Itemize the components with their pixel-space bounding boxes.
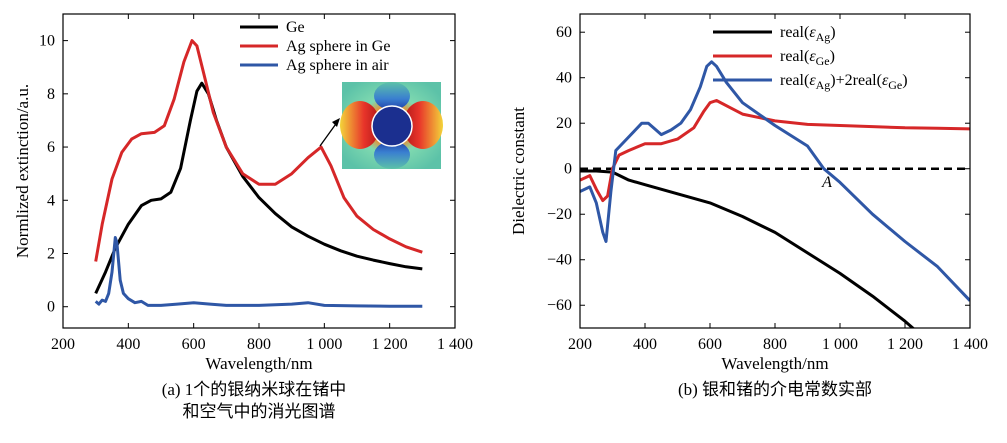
x-axis-label: Wavelength/nm — [205, 354, 312, 373]
legend-label: Ag sphere in air — [286, 57, 389, 74]
annotation-arrowhead — [332, 118, 340, 127]
legend-label-part: ) — [902, 72, 907, 89]
x-tick-label: 1 000 — [822, 336, 858, 353]
legend-label-part: real( — [780, 72, 809, 89]
inset-lobe-top — [374, 82, 410, 110]
caption-line: (b) 银和锗的介电常数实部 — [678, 380, 872, 399]
panel-a: 200 400 600 800 1 000 1 200 1 400 0 2 4 6 8 10 Wavele… — [13, 13, 473, 421]
x-tick-label: 600 — [182, 336, 206, 353]
legend: real(εAg)real(εGe)real(εAg)+2real(εGe) — [713, 24, 908, 92]
legend-label-part: Ag — [816, 30, 831, 44]
inset-lobe-bottom — [374, 141, 410, 169]
legend-label-part: Ag — [816, 78, 831, 92]
legend-label-part: ε — [882, 72, 889, 89]
inset-lobe-right — [403, 101, 443, 149]
x-tick-label: 800 — [247, 336, 271, 353]
plot-frame — [579, 13, 971, 329]
legend: Ge Ag sphere in Ge Ag sphere in air — [240, 19, 390, 74]
y-tick-label: −60 — [547, 297, 572, 314]
legend-label: real(εAg) — [780, 24, 836, 44]
x-tick-label: 1 200 — [887, 336, 923, 353]
y-tick-label: −20 — [547, 206, 572, 223]
legend-label-part: ) — [830, 24, 835, 41]
y-tick-label: 4 — [47, 192, 55, 209]
point-annotation: A — [821, 174, 832, 191]
y-tick-label: −40 — [547, 252, 572, 269]
legend-label-part: real( — [780, 24, 809, 41]
y-tick-label: 60 — [556, 24, 572, 41]
legend-label-part: )+2real( — [830, 72, 882, 89]
x-tick-label: 400 — [633, 336, 657, 353]
legend-label-part: real( — [780, 48, 809, 65]
inset-field-map — [340, 82, 443, 169]
series-group — [580, 60, 970, 328]
x-tick-label: 400 — [116, 336, 140, 353]
y-tick-label: 0 — [47, 299, 55, 316]
legend-label-part: ε — [809, 48, 816, 65]
y-axis-label: Dielectric constant — [509, 107, 528, 235]
x-tick-label: 1 200 — [372, 336, 408, 353]
legend-label: Ag sphere in Ge — [286, 38, 390, 55]
legend-label-part: Ge — [816, 54, 830, 68]
caption-line: (a) 1个的银纳米球在锗中 — [162, 380, 347, 399]
legend-label-part: Ge — [888, 78, 902, 92]
legend-label-part: ) — [830, 48, 835, 65]
legend-label-part: ε — [809, 24, 816, 41]
series-line-2 — [580, 99, 970, 203]
series-group — [94, 39, 423, 308]
series-line-2 — [94, 39, 423, 262]
caption-line: 和空气中的消光图谱 — [183, 402, 336, 421]
y-tick-label: 6 — [47, 139, 55, 156]
inset-sphere — [371, 105, 413, 147]
y-tick-label: 0 — [564, 161, 572, 178]
x-axis-label: Wavelength/nm — [721, 354, 828, 373]
y-tick-label: 8 — [47, 86, 55, 103]
series-line-1 — [580, 169, 916, 328]
series-line-3 — [580, 60, 970, 302]
series-line-3 — [94, 236, 423, 308]
x-tick-label: 1 400 — [437, 336, 473, 353]
y-tick-label: 20 — [556, 115, 572, 132]
y-tick-label: 10 — [39, 33, 55, 50]
y-tick-label: 40 — [556, 70, 572, 87]
legend-label: Ge — [286, 19, 305, 36]
x-tick-label: 200 — [568, 336, 592, 353]
x-tick-label: 200 — [51, 336, 75, 353]
x-tick-label: 1 400 — [952, 336, 988, 353]
legend-label: real(εAg)+2real(εGe) — [780, 72, 908, 92]
x-tick-label: 1 000 — [306, 336, 342, 353]
panel-b: 200 400 600 800 1 000 1 200 1 400 −60 −40 −20 0 20 4… — [509, 13, 988, 399]
legend-label-part: ε — [809, 72, 816, 89]
y-axis-label: Normlized extinction/a.u. — [13, 84, 32, 258]
x-tick-label: 600 — [698, 336, 722, 353]
y-tick-label: 2 — [47, 245, 55, 262]
legend-label: real(εGe) — [780, 48, 835, 68]
inset-lobe-left — [340, 101, 380, 149]
x-tick-label: 800 — [763, 336, 787, 353]
annotation-arrow — [319, 120, 339, 147]
